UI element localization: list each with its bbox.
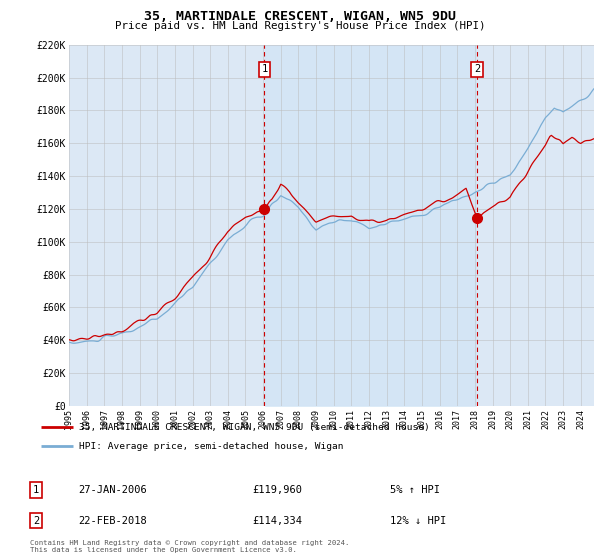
Text: £114,334: £114,334 xyxy=(252,516,302,526)
Text: HPI: Average price, semi-detached house, Wigan: HPI: Average price, semi-detached house,… xyxy=(79,442,343,451)
Text: 22-FEB-2018: 22-FEB-2018 xyxy=(78,516,147,526)
Text: 12% ↓ HPI: 12% ↓ HPI xyxy=(390,516,446,526)
Text: 5% ↑ HPI: 5% ↑ HPI xyxy=(390,485,440,495)
Text: £119,960: £119,960 xyxy=(252,485,302,495)
Text: 2: 2 xyxy=(474,64,481,74)
Text: Contains HM Land Registry data © Crown copyright and database right 2024.
This d: Contains HM Land Registry data © Crown c… xyxy=(30,540,349,553)
Text: 1: 1 xyxy=(33,485,39,495)
Text: 1: 1 xyxy=(261,64,268,74)
Text: 27-JAN-2006: 27-JAN-2006 xyxy=(78,485,147,495)
Text: 2: 2 xyxy=(33,516,39,526)
Text: 35, MARTINDALE CRESCENT, WIGAN, WN5 9DU: 35, MARTINDALE CRESCENT, WIGAN, WN5 9DU xyxy=(144,10,456,23)
Text: Price paid vs. HM Land Registry's House Price Index (HPI): Price paid vs. HM Land Registry's House … xyxy=(115,21,485,31)
Text: 35, MARTINDALE CRESCENT, WIGAN, WN5 9DU (semi-detached house): 35, MARTINDALE CRESCENT, WIGAN, WN5 9DU … xyxy=(79,423,430,432)
